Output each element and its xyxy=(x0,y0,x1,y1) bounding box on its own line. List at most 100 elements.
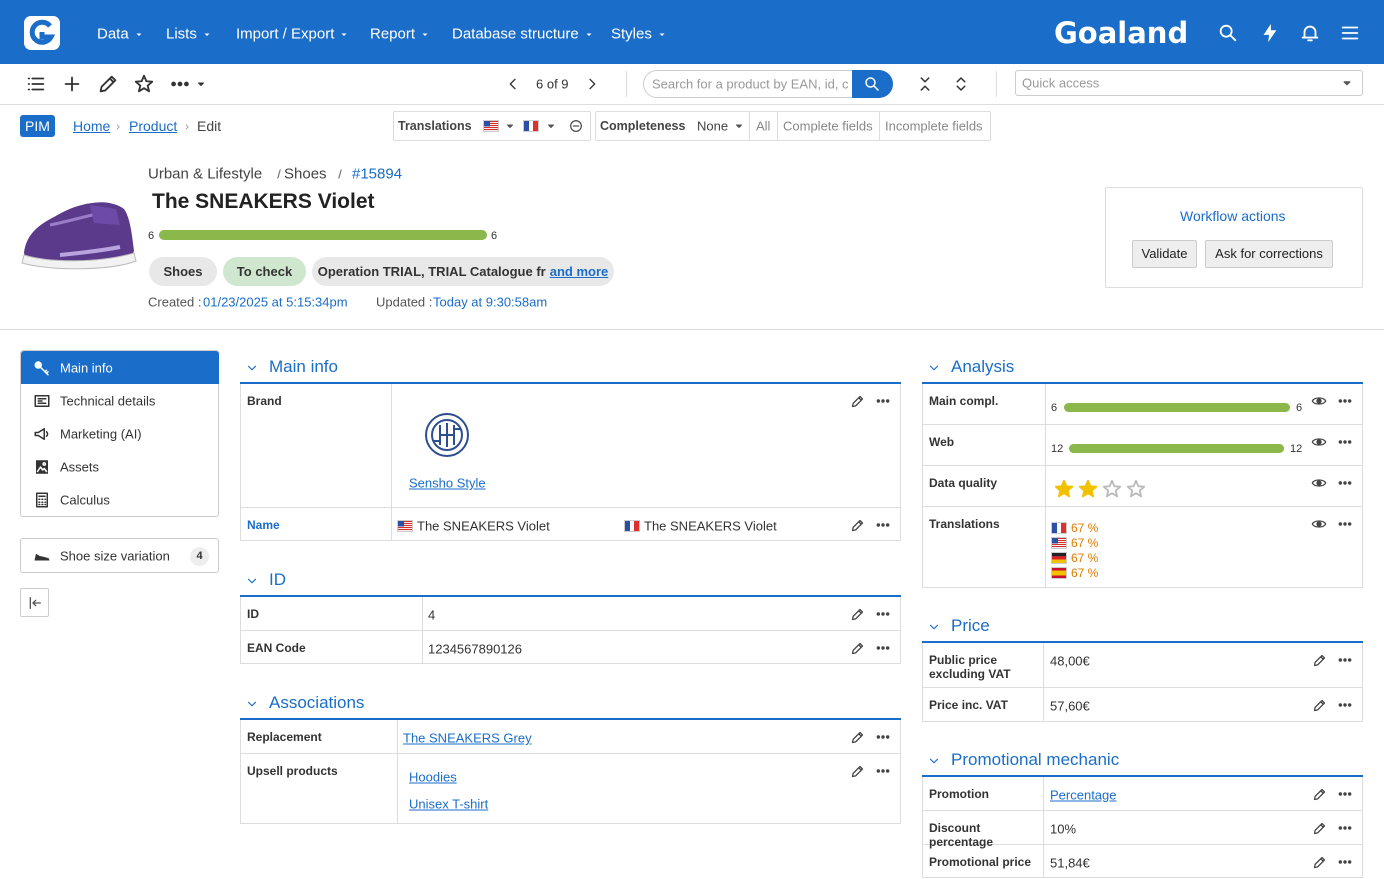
tool-icon[interactable] xyxy=(25,73,47,95)
view[interactable] xyxy=(1311,434,1327,450)
more[interactable] xyxy=(1337,652,1353,668)
button[interactable]: Ask for corrections xyxy=(1205,240,1333,268)
tag[interactable]: To check xyxy=(223,257,306,286)
search-input[interactable]: Search for a product by EAN, id, c xyxy=(643,70,855,98)
edit[interactable] xyxy=(1312,698,1327,713)
sidebar-item[interactable]: Technical details xyxy=(60,393,156,409)
tool-icon[interactable] xyxy=(97,73,119,95)
section-toggle[interactable] xyxy=(245,361,259,375)
more[interactable] xyxy=(875,517,891,533)
next[interactable] xyxy=(584,76,600,92)
more[interactable] xyxy=(1337,786,1353,802)
edit[interactable] xyxy=(1312,821,1327,836)
field-value[interactable]: Percentage xyxy=(1050,787,1117,803)
graphic xyxy=(659,33,665,36)
edit[interactable] xyxy=(850,641,865,656)
more[interactable] xyxy=(1337,820,1353,836)
graphic xyxy=(736,124,742,128)
field-value[interactable]: The SNEAKERS Grey xyxy=(403,730,532,746)
view[interactable] xyxy=(1311,475,1327,491)
edit[interactable] xyxy=(850,394,865,409)
nav-icon[interactable] xyxy=(1339,22,1361,44)
more[interactable] xyxy=(1337,516,1353,532)
filter-option[interactable]: Complete fields xyxy=(783,118,873,134)
filter-value[interactable]: None xyxy=(697,118,729,134)
edit[interactable] xyxy=(850,730,865,745)
collapse-button[interactable] xyxy=(20,588,49,617)
tag[interactable]: Shoes xyxy=(149,257,217,286)
more[interactable] xyxy=(875,729,891,745)
quick-access[interactable]: Quick access xyxy=(1015,70,1363,96)
menu-item[interactable]: Report xyxy=(370,26,431,43)
section-toggle[interactable] xyxy=(927,620,941,634)
edit[interactable] xyxy=(1312,787,1327,802)
sidebar-item[interactable]: Marketing (AI) xyxy=(60,426,142,442)
section-toggle[interactable] xyxy=(927,361,941,375)
more[interactable] xyxy=(1337,393,1353,409)
tool-icon[interactable] xyxy=(61,73,83,95)
view[interactable] xyxy=(1311,516,1327,532)
section-toggle[interactable] xyxy=(927,754,941,768)
caret[interactable] xyxy=(733,120,745,132)
edit[interactable] xyxy=(850,607,865,622)
search-button[interactable] xyxy=(852,70,893,98)
nav-icon[interactable] xyxy=(1299,22,1321,44)
more[interactable] xyxy=(875,606,891,622)
graphic xyxy=(1338,658,1343,662)
field-value[interactable]: Unisex T-shirt xyxy=(409,796,489,812)
expand-all[interactable] xyxy=(952,75,970,93)
more[interactable] xyxy=(1337,697,1353,713)
filter-option[interactable]: Incomplete fields xyxy=(885,118,983,134)
row xyxy=(240,597,901,631)
tool-icon[interactable] xyxy=(133,73,155,95)
graphic xyxy=(589,78,596,90)
menu-item[interactable]: Data xyxy=(97,26,145,43)
logo[interactable] xyxy=(24,16,60,50)
more-link[interactable]: and more xyxy=(549,264,609,279)
more[interactable] xyxy=(1337,854,1353,870)
graphic xyxy=(1338,658,1352,662)
edit[interactable] xyxy=(1312,855,1327,870)
tag[interactable]: Operation TRIAL, TRIAL Catalogue fr and m… xyxy=(312,257,614,286)
graphic xyxy=(659,33,665,36)
row-label: Public price excluding VAT xyxy=(929,653,1011,681)
edit[interactable] xyxy=(1312,653,1327,668)
view[interactable] xyxy=(1311,393,1327,409)
breadcrumb-link[interactable]: Product xyxy=(129,118,178,134)
graphic xyxy=(247,578,257,584)
edit[interactable] xyxy=(850,764,865,779)
menu-label: Data xyxy=(97,25,129,43)
menu-item[interactable]: Lists xyxy=(166,26,213,43)
more[interactable] xyxy=(875,640,891,656)
section-toggle[interactable] xyxy=(245,574,259,588)
menu-item[interactable]: Database structure xyxy=(452,26,595,43)
menu-item[interactable]: Styles xyxy=(611,26,668,43)
field-value[interactable]: Hoodies xyxy=(409,769,457,785)
caret[interactable] xyxy=(504,120,516,132)
caret[interactable] xyxy=(545,120,557,132)
menu-item[interactable]: Import / Export xyxy=(236,26,350,43)
field-value[interactable]: Sensho Style xyxy=(409,475,486,491)
remove-language[interactable] xyxy=(568,118,584,134)
sidebar-item[interactable]: Calculus xyxy=(60,492,110,508)
sidebar-item[interactable]: Main info xyxy=(60,360,113,376)
filter-option[interactable]: All xyxy=(756,118,771,134)
nav-icon[interactable] xyxy=(1259,22,1281,44)
more[interactable] xyxy=(875,393,891,409)
more[interactable] xyxy=(1337,434,1353,450)
nav-icon[interactable] xyxy=(1217,22,1239,44)
section-toggle[interactable] xyxy=(245,697,259,711)
more[interactable] xyxy=(1337,475,1353,491)
caret[interactable] xyxy=(195,78,207,90)
edit[interactable] xyxy=(850,518,865,533)
prev[interactable] xyxy=(505,76,521,92)
button[interactable]: Validate xyxy=(1132,240,1197,268)
tool-icon[interactable] xyxy=(169,73,191,95)
breadcrumb-link[interactable]: Home xyxy=(73,118,111,134)
graphic xyxy=(851,731,863,743)
collapse-all[interactable] xyxy=(916,75,934,93)
sidebar-item[interactable]: Assets xyxy=(60,459,100,475)
separator xyxy=(879,112,880,140)
variation-box[interactable] xyxy=(20,538,219,573)
more[interactable] xyxy=(875,763,891,779)
